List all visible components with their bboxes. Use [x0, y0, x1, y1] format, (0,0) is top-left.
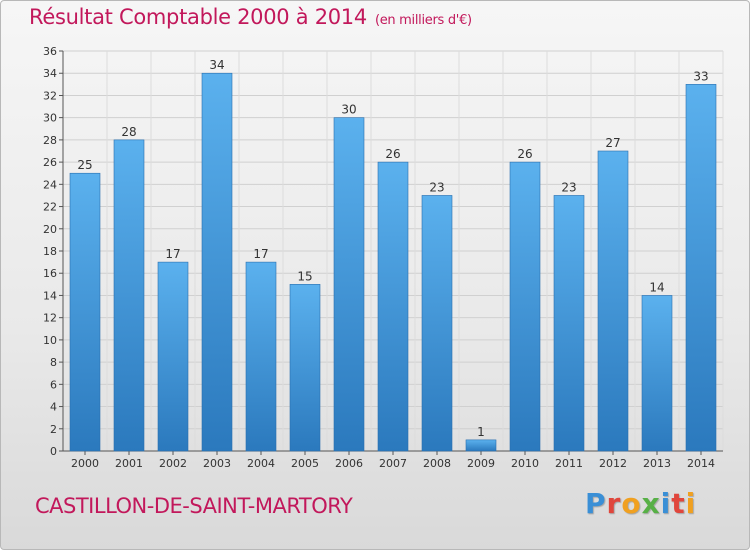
bar-2011[interactable]: [553, 195, 585, 452]
y-tick-label: 8: [50, 356, 57, 369]
y-tick-label: 6: [50, 378, 57, 391]
bar-value-label: 26: [517, 147, 532, 161]
bar-value-label: 14: [649, 280, 664, 294]
y-tick-label: 30: [43, 112, 57, 125]
x-tick-label: 2005: [291, 457, 319, 470]
y-tick-label: 32: [43, 89, 57, 102]
bar-2004[interactable]: [245, 261, 277, 452]
bar-2001[interactable]: [113, 139, 145, 452]
x-tick-label: 2004: [247, 457, 275, 470]
chart-title: Résultat Comptable 2000 à 2014 (en millie…: [29, 5, 472, 29]
bar-2009[interactable]: [465, 439, 497, 452]
logo-letter: r: [606, 487, 622, 520]
logo-letter: x: [641, 487, 661, 520]
bar-value-label: 26: [385, 147, 400, 161]
bar-2007[interactable]: [377, 161, 409, 452]
proxiti-logo[interactable]: Proxiti: [585, 487, 696, 520]
x-tick-label: 2011: [555, 457, 583, 470]
bar-value-label: 17: [253, 247, 268, 261]
x-tick-label: 2014: [687, 457, 715, 470]
bar-value-label: 15: [297, 269, 312, 283]
x-tick-labels: 2000 2001 2002 2003 2004 2005 2006 2007 2008 2009…: [71, 457, 715, 470]
y-tick-label: 4: [50, 401, 57, 414]
bar-2005[interactable]: [289, 284, 321, 452]
bar-2000[interactable]: [69, 172, 101, 452]
chart-subtitle: (en milliers d'€): [374, 13, 472, 28]
logo-letter: i: [660, 487, 672, 520]
y-tick-label: 18: [43, 245, 57, 258]
x-tick-label: 2006: [335, 457, 363, 470]
bar-2012[interactable]: [597, 150, 629, 452]
x-tick-label: 2002: [159, 457, 187, 470]
y-tick-label: 22: [43, 201, 57, 214]
bar-2013[interactable]: [641, 295, 673, 452]
bar-value-label: 28: [121, 125, 136, 139]
bar-value-label: 30: [341, 103, 356, 117]
logo-letter: o: [621, 487, 642, 520]
x-tick-label: 2007: [379, 457, 407, 470]
bar-2014[interactable]: [685, 84, 717, 452]
bar-value-label: 25: [77, 158, 92, 172]
data-labels: 25 28 17 34 17 15 30 26 23 1 26 23 27 14 33: [77, 58, 708, 439]
y-tick-label: 36: [43, 45, 57, 58]
bar-2003[interactable]: [201, 72, 233, 452]
bar-value-label: 1: [477, 425, 485, 439]
x-tick-label: 2012: [599, 457, 627, 470]
y-tick-label: 12: [43, 312, 57, 325]
y-tick-label: 20: [43, 223, 57, 236]
bar-value-label: 23: [429, 180, 444, 194]
y-tick-label: 28: [43, 134, 57, 147]
bar-value-label: 23: [561, 180, 576, 194]
x-tick-label: 2000: [71, 457, 99, 470]
bar-value-label: 17: [165, 247, 180, 261]
y-tick-label: 14: [43, 289, 57, 302]
bar-2008[interactable]: [421, 195, 453, 452]
logo-letter: P: [585, 487, 607, 520]
y-tick-label: 2: [50, 423, 57, 436]
y-tick-label: 34: [43, 67, 57, 80]
y-tick-label: 24: [43, 178, 57, 191]
bar-value-label: 27: [605, 136, 620, 150]
bar-value-label: 34: [209, 58, 224, 72]
y-tick-label: 10: [43, 334, 57, 347]
bar-2010[interactable]: [509, 161, 541, 452]
x-tick-label: 2003: [203, 457, 231, 470]
logo-letter: i: [685, 487, 697, 520]
logo-letter: t: [671, 487, 686, 520]
x-tick-label: 2001: [115, 457, 143, 470]
x-tick-label: 2010: [511, 457, 539, 470]
x-tick-label: 2009: [467, 457, 495, 470]
x-tick-label: 2008: [423, 457, 451, 470]
commune-name: CASTILLON-DE-SAINT-MARTORY: [35, 494, 353, 518]
bar-value-label: 33: [693, 69, 708, 83]
bar-2002[interactable]: [157, 261, 189, 452]
y-tick-label: 26: [43, 156, 57, 169]
bars: [69, 72, 717, 452]
x-tick-label: 2013: [643, 457, 671, 470]
y-tick-label: 0: [50, 445, 57, 458]
chart-title-main: Résultat Comptable 2000 à 2014: [29, 5, 367, 29]
bar-2006[interactable]: [333, 117, 365, 452]
y-tick-label: 16: [43, 267, 57, 280]
